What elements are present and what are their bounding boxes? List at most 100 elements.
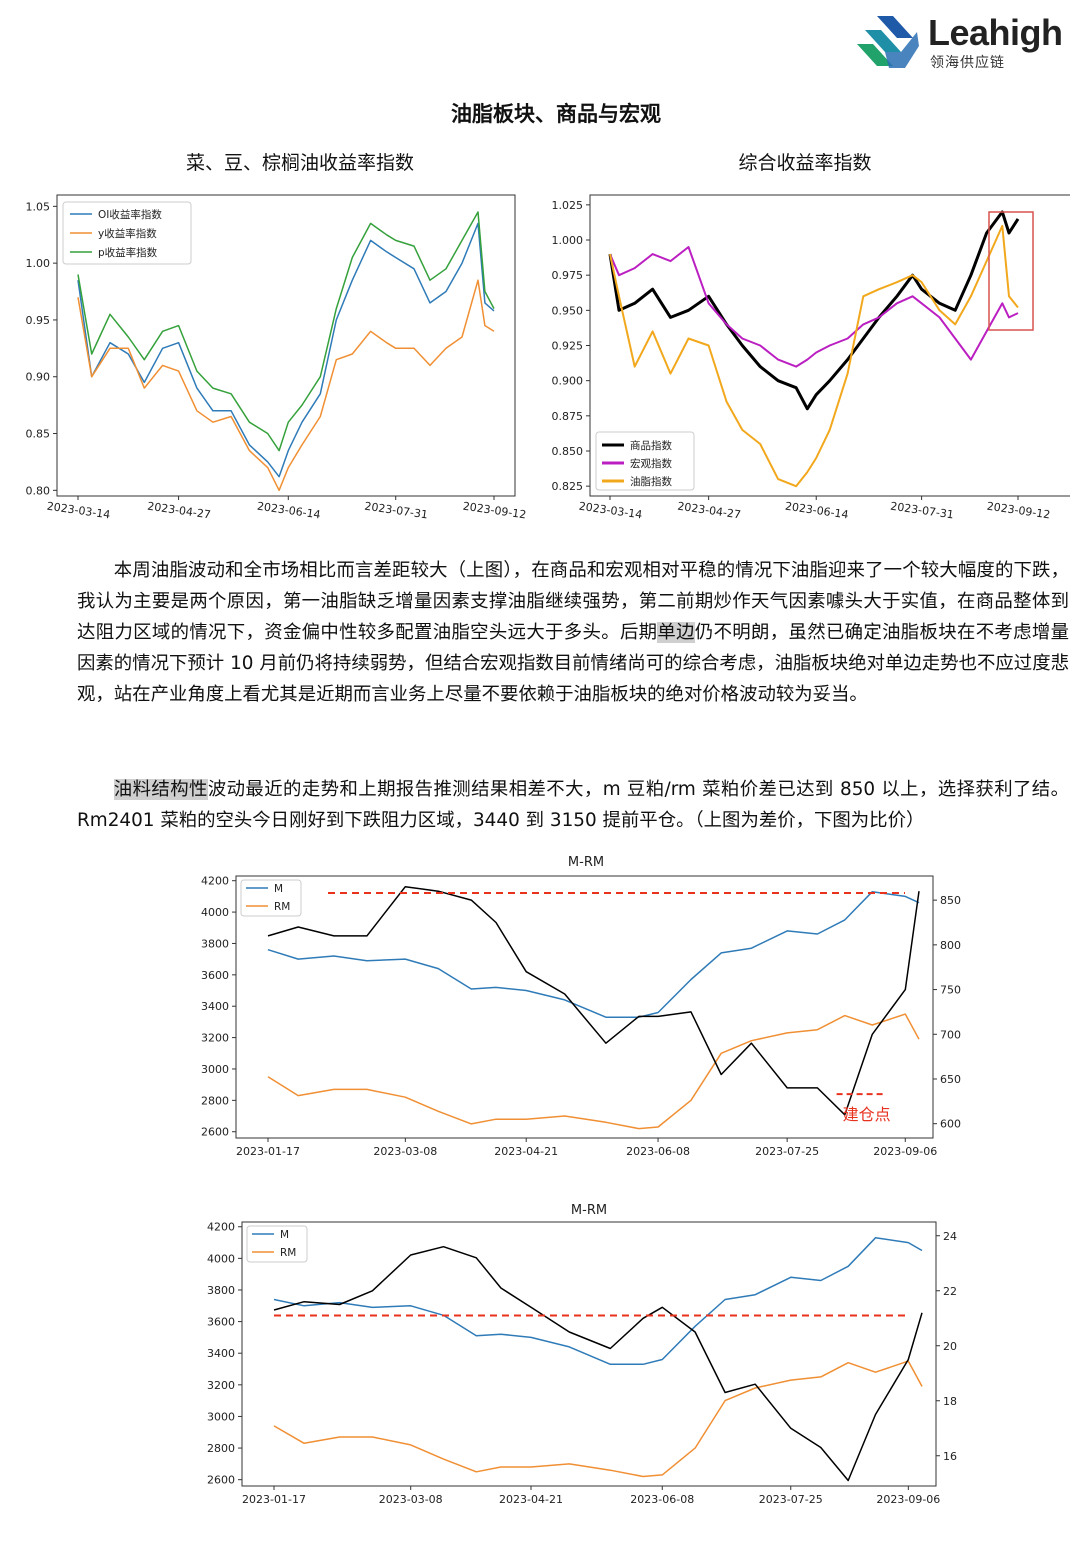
y-tick-label: 3800 [201, 937, 229, 950]
chart-legend: M RM [240, 879, 302, 917]
y-tick-label: 2600 [207, 1474, 235, 1487]
y-tick-label: 0.90 [26, 371, 51, 384]
oil-yield-index-chart: OI收益率指数 y收益率指数 p收益率指数 2023-03-14 2023-04-27… [26, 194, 527, 522]
legend-label: RM [280, 1247, 296, 1259]
right-chart-title: 综合收益率指数 [738, 152, 872, 174]
y-tick-label: 16 [943, 1450, 957, 1463]
para1-highlight: 单边 [657, 622, 695, 643]
y-tick-label: 0.875 [552, 410, 584, 423]
y-tick-label: 600 [940, 1118, 961, 1131]
para2-highlight: 油料结构性 [113, 779, 208, 800]
series-line-0 [608, 210, 1020, 411]
y-tick-label: 3400 [201, 1000, 229, 1013]
m-rm-ratio-chart: M-RM M RM 2023-01-17 2023-03-08 2023-04-21 2… [207, 1203, 957, 1506]
y-tick-label: 3000 [207, 1410, 235, 1423]
series-line-2 [77, 211, 495, 452]
y-tick-label: 2800 [201, 1094, 229, 1107]
x-tick-label: 2023-03-08 [373, 1145, 437, 1158]
y-tick-label: 3800 [207, 1284, 235, 1297]
x-tick-label: 2023-04-21 [494, 1145, 558, 1158]
y-tick-label: 18 [943, 1395, 957, 1408]
y-tick-label: 800 [940, 939, 961, 952]
legend-label: M [280, 1229, 289, 1241]
y-tick-label: 2600 [201, 1126, 229, 1139]
series-line-0 [77, 222, 495, 478]
chart-title: M-RM [571, 1203, 607, 1218]
plot-area [273, 1237, 923, 1482]
x-tick-label: 2023-06-08 [626, 1145, 690, 1158]
legend-label: y收益率指数 [98, 227, 157, 240]
x-tick-label: 2023-07-31 [364, 500, 429, 522]
x-tick-label: 2023-03-14 [578, 500, 643, 522]
y-tick-label: 2800 [207, 1442, 235, 1455]
series-line-1 [273, 1360, 923, 1478]
series-line-1 [77, 279, 495, 492]
x-tick-label: 2023-03-08 [379, 1493, 443, 1506]
y-tick-label: 1.00 [26, 257, 51, 270]
legend-label: M [274, 883, 283, 895]
legend-label: p收益率指数 [98, 246, 158, 259]
chart-legend: M RM [246, 1225, 308, 1263]
m-rm-spread-chart: M-RM 建仓点 M RM 2023-01-17 2023-03-08 2023-04… [201, 855, 961, 1158]
x-tick-label: 2023-07-25 [759, 1493, 823, 1506]
plot-frame [241, 1221, 937, 1487]
entry-marker-label: 建仓点 [843, 1105, 891, 1124]
y-tick-label: 1.000 [552, 234, 584, 247]
x-tick-label: 2023-04-27 [677, 500, 742, 522]
y-tick-label: 0.925 [552, 340, 584, 353]
x-tick-label: 2023-07-31 [890, 500, 955, 522]
y-tick-label: 0.950 [552, 304, 584, 317]
x-tick-label: 2023-03-14 [46, 500, 111, 522]
y-tick-label: 4000 [207, 1252, 235, 1265]
para2-text-after: 波动最近的走势和上期报告推测结果相差不大，m 豆粕/rm 菜粕价差已达到 850… [77, 779, 1069, 831]
series-line-0 [273, 1237, 923, 1366]
x-tick-label: 2023-09-12 [986, 500, 1051, 522]
y-tick-label: 0.825 [552, 480, 584, 493]
x-tick-label: 2023-06-14 [256, 500, 321, 522]
legend-label: 油脂指数 [630, 475, 672, 488]
y-tick-label: 0.95 [26, 314, 51, 327]
plot-area [608, 210, 1020, 488]
x-tick-label: 2023-09-12 [462, 500, 527, 522]
y-tick-label: 700 [940, 1028, 961, 1041]
y-tick-label: 3200 [201, 1032, 229, 1045]
analysis-paragraph-1: 本周油脂波动和全市场相比而言差距较大（上图），在商品和宏观相对平稳的情况下油脂迎… [77, 555, 1069, 710]
brand-name: Leahigh [928, 12, 1063, 53]
highlight-box [988, 211, 1034, 331]
y-tick-label: 3000 [201, 1063, 229, 1076]
legend-label: RM [274, 901, 290, 913]
x-tick-label: 2023-01-17 [242, 1493, 306, 1506]
y-tick-label: 3200 [207, 1379, 235, 1392]
left-chart-title: 菜、豆、棕榈油收益率指数 [185, 152, 414, 174]
y-tick-label: 22 [943, 1285, 957, 1298]
legend-label: 商品指数 [630, 439, 672, 452]
x-tick-label: 2023-04-21 [499, 1493, 563, 1506]
y-tick-label: 3600 [207, 1316, 235, 1329]
series-line-2 [267, 885, 920, 1116]
y-tick-label: 0.80 [26, 484, 51, 497]
y-tick-label: 650 [940, 1073, 961, 1086]
para1-text-before: 本周油脂波动和全市场相比而言差距较大（上图），在商品和宏观相对平稳的情况下油脂迎… [77, 560, 1069, 643]
brand-subtitle: 领海供应链 [930, 55, 1005, 71]
y-tick-label: 3400 [207, 1347, 235, 1360]
y-tick-label: 0.900 [552, 375, 584, 388]
plot-frame [56, 194, 516, 497]
series-line-1 [609, 246, 1019, 368]
y-tick-label: 750 [940, 984, 961, 997]
y-tick-label: 20 [943, 1340, 957, 1353]
y-tick-label: 850 [940, 894, 961, 907]
company-logo [855, 12, 1070, 76]
y-tick-label: 1.05 [26, 200, 51, 213]
plot-area [77, 211, 495, 492]
y-tick-label: 0.975 [552, 269, 584, 282]
y-tick-label: 1.025 [552, 199, 584, 212]
para1-text-after: 仍不明朗，虽然已确定油脂板块在不考虑增量因素的情况下预计 10 月前仍将持续弱势… [77, 622, 1069, 705]
series-line-2 [273, 1245, 923, 1482]
y-tick-label: 24 [943, 1230, 957, 1243]
y-tick-label: 4200 [207, 1221, 235, 1234]
y-tick-label: 0.85 [26, 428, 51, 441]
plot-area: 建仓点 [267, 885, 920, 1130]
series-line-1 [267, 1013, 920, 1130]
